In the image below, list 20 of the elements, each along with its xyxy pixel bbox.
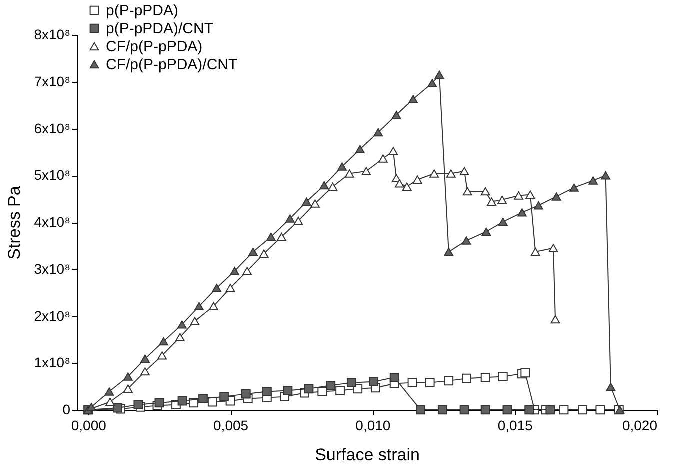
legend-label: p(P-pPDA) — [106, 2, 179, 20]
x-tick-label: 0,000 — [71, 418, 107, 434]
y-tick-label: 5x10⁸ — [34, 167, 71, 184]
x-tick-label: 0,010 — [356, 418, 391, 434]
x-tick-label: 0,005 — [214, 418, 249, 434]
legend-label: p(P-pPDA)/CNT — [106, 20, 214, 38]
y-tick-label: 0 — [62, 402, 71, 418]
y-tick-label: 4x10⁸ — [34, 214, 71, 230]
y-tick-label: 7x10⁸ — [34, 73, 71, 90]
y-axis-title: Stress Pa — [5, 186, 24, 260]
legend-label: CF/p(P-pPDA) — [106, 38, 203, 56]
y-tick-label: 3x10⁸ — [34, 260, 71, 277]
x-tick-label: 0,020 — [622, 418, 658, 434]
legend-label: CF/p(P-pPDA)/CNT — [106, 56, 238, 74]
y-tick-label: 2x10⁸ — [34, 308, 71, 324]
y-tick-label: 6x10⁸ — [34, 120, 71, 136]
x-axis-title: Surface strain — [315, 446, 420, 464]
y-tick-label: 1x10⁸ — [34, 354, 71, 371]
x-tick-label: 0,015 — [498, 418, 534, 434]
y-tick-label: 8x10⁸ — [34, 26, 71, 42]
